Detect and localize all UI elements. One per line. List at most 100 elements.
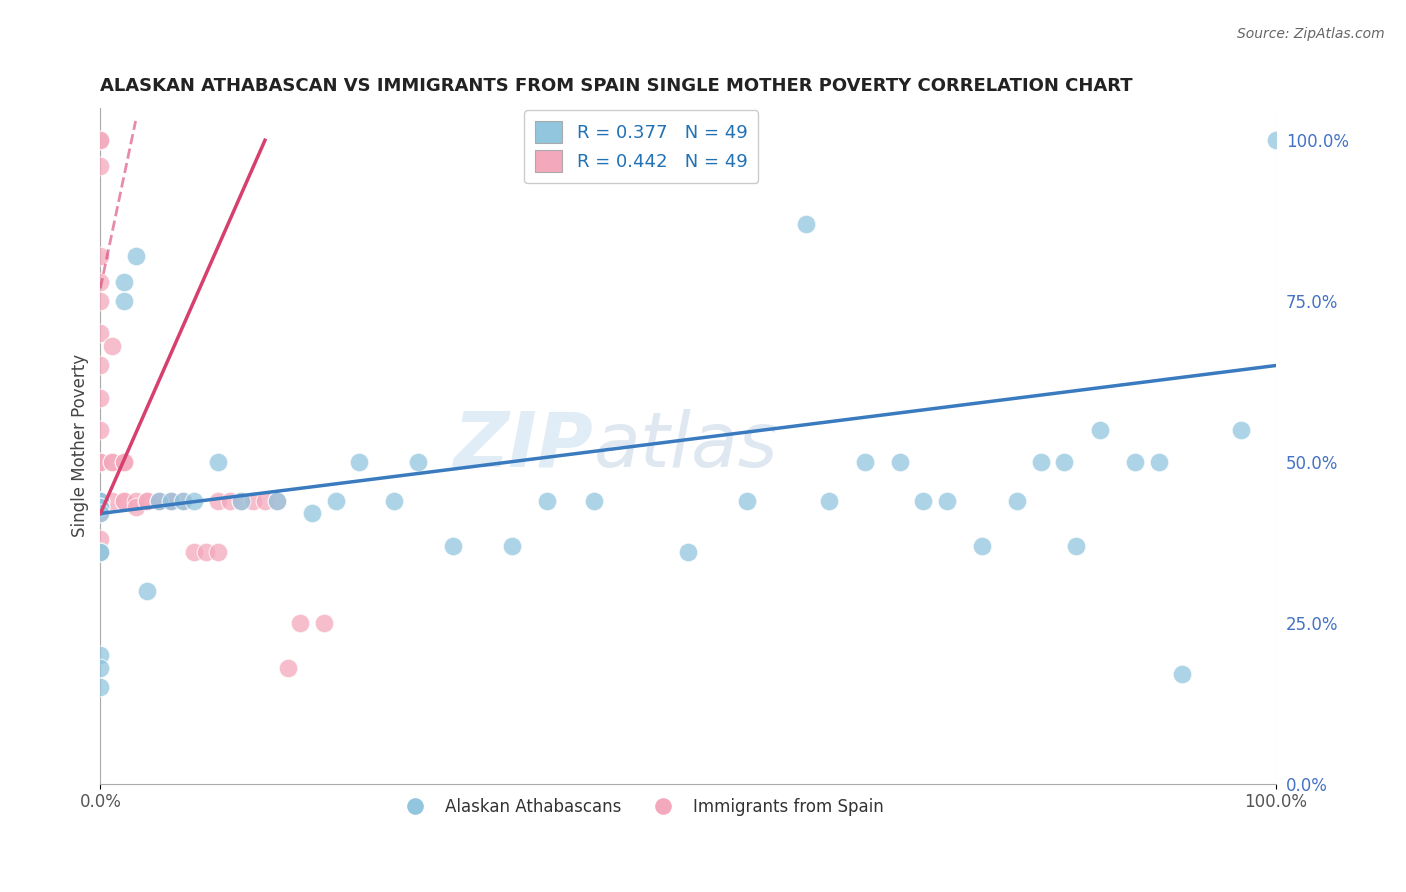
Point: [325, 493, 347, 508]
Point: [89, 500, 111, 514]
Point: [536, 493, 558, 508]
Point: [207, 493, 229, 508]
Point: [172, 493, 194, 508]
Point: [818, 493, 841, 508]
Point: [89, 500, 111, 514]
Point: [101, 455, 124, 469]
Point: [148, 493, 170, 508]
Point: [207, 455, 229, 469]
Point: [89, 661, 111, 675]
Point: [89, 545, 111, 559]
Point: [89, 680, 111, 694]
Point: [148, 493, 170, 508]
Point: [172, 493, 194, 508]
Point: [112, 493, 135, 508]
Legend: Alaskan Athabascans, Immigrants from Spain: Alaskan Athabascans, Immigrants from Spa…: [392, 791, 890, 822]
Point: [148, 493, 170, 508]
Point: [136, 493, 159, 508]
Point: [89, 493, 111, 508]
Point: [89, 507, 111, 521]
Point: [89, 326, 111, 341]
Point: [290, 615, 312, 630]
Point: [136, 493, 159, 508]
Point: [242, 493, 264, 508]
Point: [277, 661, 299, 675]
Point: [112, 294, 135, 309]
Point: [583, 493, 606, 508]
Y-axis label: Single Mother Poverty: Single Mother Poverty: [72, 354, 89, 538]
Point: [1007, 493, 1029, 508]
Point: [89, 500, 111, 514]
Point: [1088, 423, 1111, 437]
Point: [89, 507, 111, 521]
Point: [89, 455, 111, 469]
Point: [972, 539, 994, 553]
Point: [501, 539, 523, 553]
Point: [89, 294, 111, 309]
Point: [794, 217, 817, 231]
Point: [183, 545, 205, 559]
Point: [231, 493, 253, 508]
Point: [406, 455, 429, 469]
Point: [231, 493, 253, 508]
Point: [935, 493, 957, 508]
Point: [160, 493, 183, 508]
Text: Source: ZipAtlas.com: Source: ZipAtlas.com: [1237, 27, 1385, 41]
Point: [112, 455, 135, 469]
Point: [89, 533, 111, 547]
Point: [101, 493, 124, 508]
Point: [136, 583, 159, 598]
Point: [89, 500, 111, 514]
Point: [1123, 455, 1146, 469]
Point: [735, 493, 758, 508]
Text: ALASKAN ATHABASCAN VS IMMIGRANTS FROM SPAIN SINGLE MOTHER POVERTY CORRELATION CH: ALASKAN ATHABASCAN VS IMMIGRANTS FROM SP…: [100, 78, 1133, 95]
Point: [112, 275, 135, 289]
Point: [89, 493, 111, 508]
Text: ZIP: ZIP: [454, 409, 595, 483]
Point: [441, 539, 464, 553]
Point: [89, 545, 111, 559]
Point: [266, 493, 288, 508]
Point: [889, 455, 911, 469]
Point: [112, 493, 135, 508]
Point: [1053, 455, 1076, 469]
Point: [124, 500, 146, 514]
Point: [301, 507, 323, 521]
Point: [253, 493, 276, 508]
Point: [89, 455, 111, 469]
Point: [676, 545, 699, 559]
Point: [912, 493, 935, 508]
Point: [853, 455, 876, 469]
Text: atlas: atlas: [595, 409, 779, 483]
Point: [266, 493, 288, 508]
Point: [89, 133, 111, 147]
Point: [89, 249, 111, 263]
Point: [1147, 455, 1170, 469]
Point: [89, 493, 111, 508]
Point: [1230, 423, 1253, 437]
Point: [112, 455, 135, 469]
Point: [1029, 455, 1052, 469]
Point: [89, 423, 111, 437]
Point: [89, 493, 111, 508]
Point: [347, 455, 370, 469]
Point: [183, 493, 205, 508]
Point: [160, 493, 183, 508]
Point: [89, 493, 111, 508]
Point: [89, 133, 111, 147]
Point: [1171, 667, 1194, 681]
Point: [1265, 133, 1288, 147]
Point: [101, 455, 124, 469]
Point: [124, 493, 146, 508]
Point: [89, 159, 111, 173]
Point: [124, 249, 146, 263]
Point: [160, 493, 183, 508]
Point: [101, 339, 124, 353]
Point: [312, 615, 335, 630]
Point: [218, 493, 240, 508]
Point: [195, 545, 218, 559]
Point: [207, 545, 229, 559]
Point: [89, 648, 111, 662]
Point: [89, 545, 111, 559]
Point: [89, 359, 111, 373]
